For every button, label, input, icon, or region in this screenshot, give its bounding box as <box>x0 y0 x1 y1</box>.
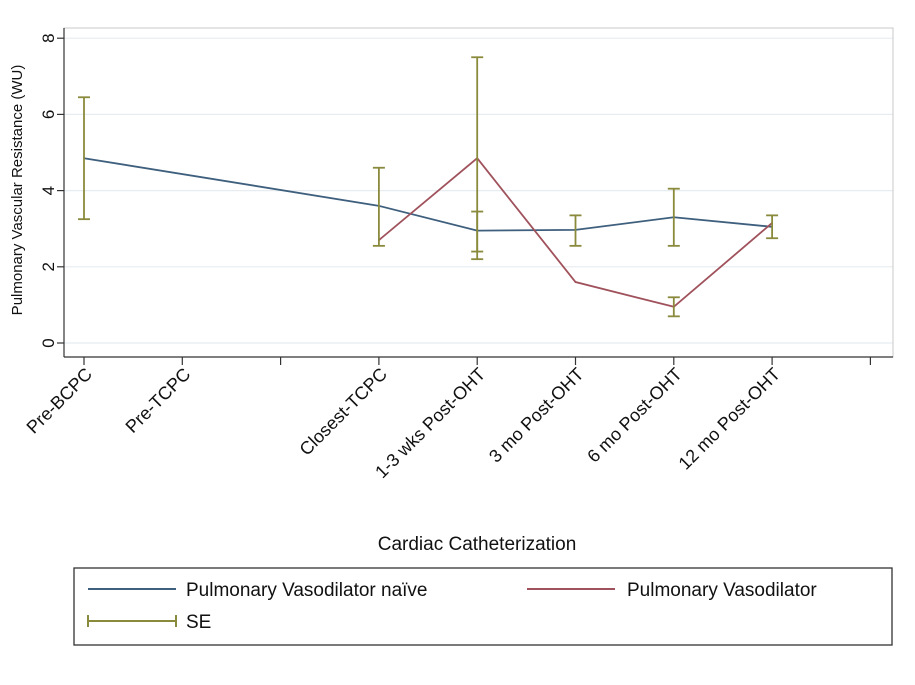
legend-box <box>73 567 893 646</box>
errorbar-layer <box>78 56 779 318</box>
se-error-bar <box>766 214 779 240</box>
se-error-bar <box>569 214 582 247</box>
se-error-bar <box>372 166 385 247</box>
legend: Pulmonary Vasodilator naïve Pulmonary Va… <box>73 567 893 646</box>
y-tick-label: 4 <box>39 186 58 195</box>
se-error-bar <box>471 210 484 253</box>
y-tick-label: 6 <box>39 110 58 119</box>
y-tick-label: 0 <box>39 338 58 347</box>
se-error-bar <box>667 296 680 318</box>
y-tick-label: 8 <box>39 33 58 42</box>
se-error-bar <box>78 96 90 221</box>
y-axis-label: Pulmonary Vascular Resistance (WU) <box>9 65 26 316</box>
axes-layer <box>57 27 894 365</box>
legend-swatch-se <box>87 615 177 627</box>
series-point <box>574 281 577 283</box>
legend-label-naive: Pulmonary Vasodilator naïve <box>186 580 428 601</box>
x-axis-label: Cardiac Catheterization <box>378 534 577 555</box>
se-error-bar <box>667 187 680 247</box>
legend-label-vasodilator: Pulmonary Vasodilator <box>627 580 817 601</box>
series-line-naive <box>83 157 773 232</box>
legend-label-se: SE <box>186 612 211 633</box>
grid-layer <box>64 37 893 344</box>
y-tick-label: 2 <box>39 262 58 271</box>
